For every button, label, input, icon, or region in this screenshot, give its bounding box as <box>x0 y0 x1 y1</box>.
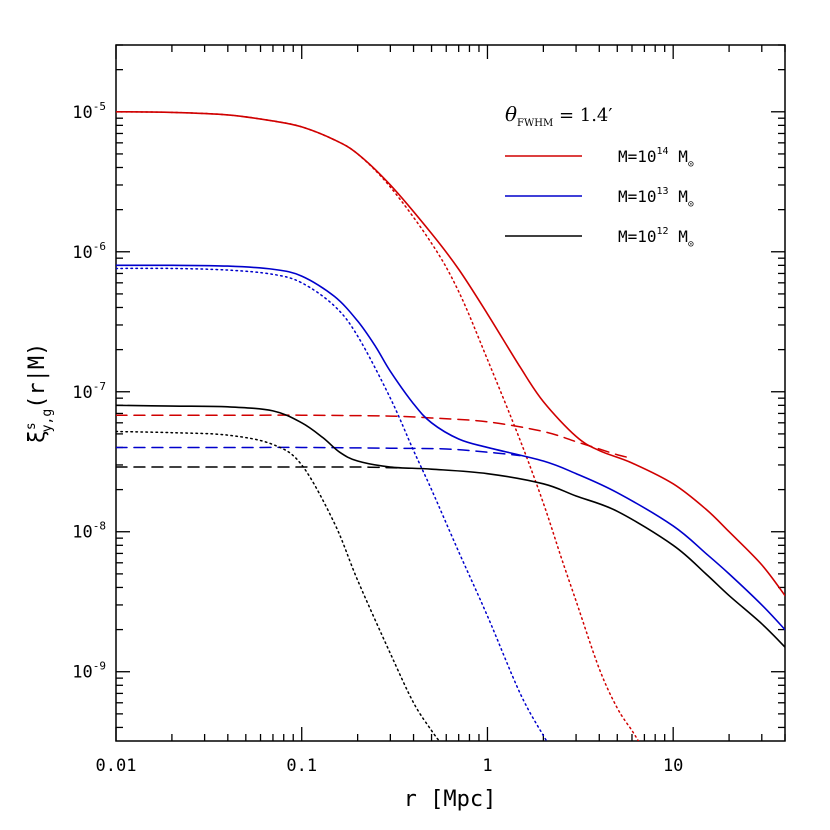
y-tick-label: 10-5 <box>72 100 106 123</box>
x-tick-label: 1 <box>482 756 492 776</box>
y-axis-title: ξsy,g(r|M) <box>24 343 55 444</box>
legend: θFWHM = 1.4′ M=1014 M⊙ M=1013 M⊙ M=1012 M⊙ <box>505 102 694 250</box>
legend-entry-label: M=1014 M⊙ <box>618 146 694 170</box>
y-axis-title-base: ξ <box>25 430 50 443</box>
series-line-solid <box>116 404 785 648</box>
x-tick-label: 0.01 <box>96 756 137 776</box>
series-layer <box>116 110 785 741</box>
series-line-dashed <box>116 446 521 457</box>
axis-ticks <box>115 44 786 741</box>
legend-title: θFWHM = 1.4′ <box>505 102 612 129</box>
x-tick-label: 10 <box>663 756 683 776</box>
series-line-solid <box>116 264 785 631</box>
x-tick-label: 0.1 <box>286 756 317 776</box>
y-tick-label: 10-8 <box>72 520 106 543</box>
y-tick-label: 10-7 <box>72 380 106 403</box>
y-axis-title-sup: s <box>24 422 39 430</box>
legend-entry-label: M=1013 M⊙ <box>618 186 694 210</box>
legend-title-symbol: θ <box>505 102 517 126</box>
tick-labels: 0.01 0.1 1 10 10-9 10-8 10-7 10-6 10-5 <box>72 100 683 776</box>
series-line-dotted <box>116 111 640 741</box>
y-axis-title-arg: (r|M) <box>25 343 50 409</box>
series-line-dotted <box>116 430 440 741</box>
series-line-dashed <box>116 466 404 469</box>
series-line-solid <box>116 110 785 597</box>
y-tick-label: 10-6 <box>72 240 106 263</box>
series-line-dotted <box>116 267 549 741</box>
legend-title-sub: FWHM <box>517 118 553 129</box>
legend-entries: M=1014 M⊙ M=1013 M⊙ M=1012 M⊙ <box>505 146 694 250</box>
series-line-dashed <box>116 414 633 459</box>
legend-entry-label: M=1012 M⊙ <box>618 226 694 250</box>
plot-frame <box>115 44 786 742</box>
y-tick-label: 10-9 <box>72 660 106 683</box>
y-axis-title-sub: y,g <box>40 409 55 432</box>
x-axis-title: r [Mpc] <box>404 787 497 812</box>
legend-title-text: = 1.4′ <box>553 105 612 126</box>
